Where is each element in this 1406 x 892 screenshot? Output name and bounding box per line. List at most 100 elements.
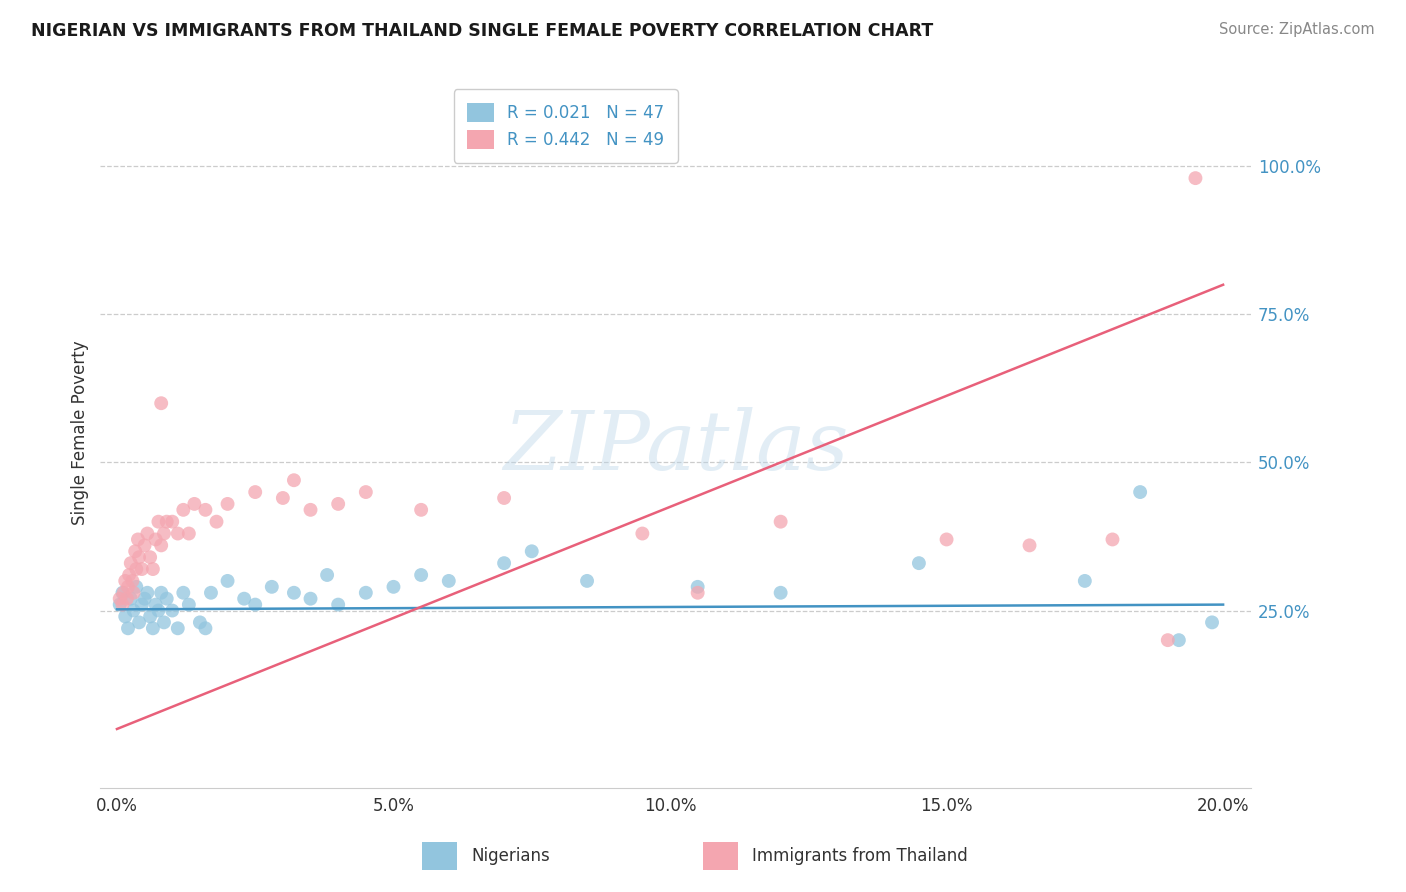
Y-axis label: Single Female Poverty: Single Female Poverty — [72, 341, 89, 525]
Text: NIGERIAN VS IMMIGRANTS FROM THAILAND SINGLE FEMALE POVERTY CORRELATION CHART: NIGERIAN VS IMMIGRANTS FROM THAILAND SIN… — [31, 22, 934, 40]
Point — [108, 598, 131, 612]
Point — [494, 556, 516, 570]
Point — [328, 598, 350, 612]
Point — [156, 515, 179, 529]
Point — [108, 591, 131, 606]
Point — [354, 485, 377, 500]
Point — [114, 574, 136, 588]
Point — [205, 515, 228, 529]
Point — [142, 562, 165, 576]
FancyBboxPatch shape — [422, 842, 457, 871]
Point — [177, 526, 200, 541]
FancyBboxPatch shape — [703, 842, 738, 871]
Point — [131, 598, 153, 612]
Point — [136, 526, 159, 541]
Point — [411, 568, 433, 582]
Point — [1018, 538, 1040, 552]
Point — [172, 503, 194, 517]
Text: Immigrants from Thailand: Immigrants from Thailand — [752, 847, 967, 865]
Point — [299, 591, 322, 606]
Point — [183, 497, 205, 511]
Point — [1201, 615, 1223, 630]
Point — [194, 621, 217, 635]
Point — [260, 580, 283, 594]
Point — [112, 586, 135, 600]
Point — [148, 515, 170, 529]
Point — [283, 473, 305, 487]
Point — [120, 556, 142, 570]
Point — [148, 603, 170, 617]
Point — [935, 533, 957, 547]
Point — [245, 598, 267, 612]
Point — [115, 591, 138, 606]
Point — [118, 568, 141, 582]
Point — [127, 533, 149, 547]
Point — [166, 526, 188, 541]
Point — [121, 574, 143, 588]
Point — [128, 615, 150, 630]
Point — [142, 621, 165, 635]
Point — [153, 615, 176, 630]
Text: Source: ZipAtlas.com: Source: ZipAtlas.com — [1219, 22, 1375, 37]
Point — [134, 538, 156, 552]
Point — [134, 591, 156, 606]
Point — [124, 544, 146, 558]
Point — [111, 586, 134, 600]
Point — [117, 580, 139, 594]
Point — [145, 598, 167, 612]
Point — [136, 586, 159, 600]
Point — [233, 591, 256, 606]
Point — [162, 603, 184, 617]
Point — [111, 598, 134, 612]
Point — [150, 586, 173, 600]
Point — [686, 580, 709, 594]
Point — [1074, 574, 1097, 588]
Point — [437, 574, 460, 588]
Point — [576, 574, 599, 588]
Point — [162, 515, 184, 529]
Point — [769, 515, 792, 529]
Point — [150, 396, 173, 410]
Point — [177, 598, 200, 612]
Point — [316, 568, 339, 582]
Point — [382, 580, 405, 594]
Point — [166, 621, 188, 635]
Legend: R = 0.021   N = 47, R = 0.442   N = 49: R = 0.021 N = 47, R = 0.442 N = 49 — [454, 89, 678, 163]
Point — [1167, 633, 1189, 648]
Point — [686, 586, 709, 600]
Point — [139, 609, 162, 624]
Point — [153, 526, 176, 541]
Point — [245, 485, 267, 500]
Point — [172, 586, 194, 600]
Point — [217, 497, 239, 511]
Point — [128, 550, 150, 565]
Point — [117, 621, 139, 635]
Point — [217, 574, 239, 588]
Text: Nigerians: Nigerians — [471, 847, 550, 865]
Point — [1184, 171, 1206, 186]
Point — [156, 591, 179, 606]
Point — [283, 586, 305, 600]
Point — [299, 503, 322, 517]
Point — [631, 526, 654, 541]
Point — [120, 591, 142, 606]
Point — [194, 503, 217, 517]
Point — [150, 538, 173, 552]
Point — [122, 586, 145, 600]
Point — [354, 586, 377, 600]
Point — [188, 615, 211, 630]
Point — [271, 491, 294, 505]
Point — [411, 503, 433, 517]
Point — [139, 550, 162, 565]
Point — [1157, 633, 1180, 648]
Point — [520, 544, 543, 558]
Point — [769, 586, 792, 600]
Point — [908, 556, 931, 570]
Point — [1101, 533, 1123, 547]
Point — [122, 603, 145, 617]
Point — [1129, 485, 1152, 500]
Text: ZIPatlas: ZIPatlas — [503, 407, 848, 487]
Point — [200, 586, 222, 600]
Point — [494, 491, 516, 505]
Point — [125, 562, 148, 576]
